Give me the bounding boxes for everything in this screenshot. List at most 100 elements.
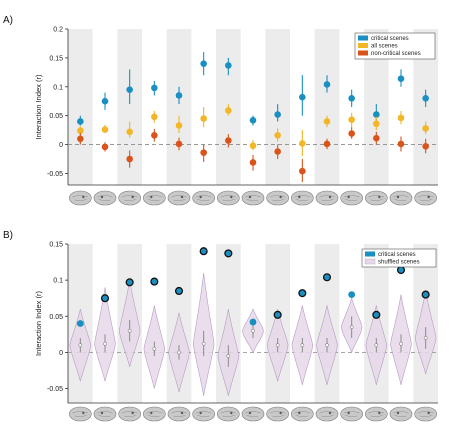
panel-b: -0.05 0 0.05 0.1 0.15 Interaction Index (r) B)… bbox=[3, 230, 438, 422]
b-brain-outline-4 bbox=[143, 406, 166, 422]
a-y-tick-label-4: 0.1 bbox=[53, 84, 63, 91]
a-brain-icon-2 bbox=[93, 190, 117, 206]
a-brain-icon-13 bbox=[365, 190, 388, 206]
a-brain-icon-3 bbox=[118, 190, 141, 206]
a-point-2-15 bbox=[422, 125, 429, 132]
b-brain-fold-5 bbox=[173, 414, 186, 418]
a-brain-outline-13 bbox=[365, 190, 388, 206]
b-violin-median-4 bbox=[152, 346, 157, 351]
b-point-9 bbox=[273, 310, 282, 319]
b-brain-outline-5 bbox=[167, 406, 191, 422]
a-legend-label-1: critical scenes bbox=[371, 36, 409, 42]
b-brain-roi-6 bbox=[199, 411, 202, 415]
b-point-8 bbox=[249, 318, 257, 326]
b-brain-outline-9 bbox=[266, 406, 289, 422]
b-brain-icon-4 bbox=[143, 406, 166, 422]
a-y-axis-label: Interaction Index (r) bbox=[34, 74, 43, 140]
a-legend-box bbox=[354, 32, 436, 60]
a-point-3-5 bbox=[175, 140, 183, 148]
a-point-1-15 bbox=[422, 95, 429, 102]
b-point-13 bbox=[372, 310, 381, 319]
a-brain-fold-14 bbox=[394, 198, 407, 202]
b-point-15 bbox=[421, 290, 430, 299]
b-brain-fold-3 bbox=[124, 414, 137, 418]
b-brain-icon-3 bbox=[118, 406, 141, 422]
b-brain-icon-15 bbox=[414, 406, 437, 422]
b-legend-label-1: critical scenes bbox=[378, 252, 416, 258]
a-brain-roi-12 bbox=[347, 195, 350, 199]
a-brain-sulcus-10 bbox=[294, 195, 311, 198]
b-brain-icon-13 bbox=[365, 406, 388, 422]
b-brain-icon-7 bbox=[217, 406, 240, 422]
a-point-3-7 bbox=[225, 137, 232, 144]
b-y-tick-label-2: 0 bbox=[59, 350, 63, 357]
a-brain-icon-10 bbox=[291, 190, 314, 206]
a-point-2-6 bbox=[200, 115, 207, 122]
a-brain-outline-11 bbox=[315, 190, 339, 206]
a-brain-fold-6 bbox=[196, 198, 210, 202]
a-point-1-1 bbox=[77, 118, 84, 125]
a-y-tick-label-5: 0.15 bbox=[49, 55, 63, 62]
b-brain-icon-2 bbox=[93, 406, 117, 422]
b-brain-roi-12 bbox=[347, 411, 350, 415]
b-brain-roi-3 bbox=[131, 411, 134, 415]
a-brain-sulcus-13 bbox=[368, 195, 385, 198]
b-brain-fold-7 bbox=[222, 414, 236, 418]
a-brain-sulcus-8 bbox=[245, 195, 261, 198]
a-brain-icon-7 bbox=[217, 190, 240, 206]
a-brain-sulcus-3 bbox=[121, 195, 138, 198]
a-point-1-13 bbox=[373, 111, 380, 118]
b-brain-sulcus-5 bbox=[171, 411, 187, 414]
a-band-1 bbox=[68, 29, 93, 185]
a-point-3-10 bbox=[299, 167, 306, 175]
b-brain-fold-15 bbox=[420, 414, 433, 418]
b-point-6 bbox=[199, 247, 208, 256]
a-brain-icon-9 bbox=[266, 190, 289, 206]
b-brain-sulcus-9 bbox=[269, 411, 286, 414]
a-legend-swatch-3 bbox=[358, 50, 368, 56]
b-legend-swatch-2 bbox=[364, 258, 376, 265]
b-brain-outline-7 bbox=[217, 406, 240, 422]
a-brain-outline-1 bbox=[69, 190, 92, 206]
a-point-3-6 bbox=[200, 149, 207, 156]
a-brain-icon-11 bbox=[315, 190, 339, 206]
a-point-2-13 bbox=[373, 120, 380, 128]
a-brain-icon-6 bbox=[192, 190, 215, 206]
b-y-tick-label-3: 0.05 bbox=[49, 314, 63, 321]
b-brain-sulcus-14 bbox=[393, 411, 409, 414]
a-series-3 bbox=[77, 127, 429, 183]
b-brain-outline-2 bbox=[93, 406, 117, 422]
b-brain-outline-12 bbox=[340, 406, 363, 422]
a-brain-sulcus-11 bbox=[319, 195, 335, 198]
a-y-tick-label-2: 0 bbox=[59, 142, 63, 149]
a-brain-sulcus-7 bbox=[220, 195, 237, 198]
a-brain-sulcus-12 bbox=[343, 195, 360, 198]
b-brain-sulcus-2 bbox=[97, 411, 113, 414]
b-brain-fold-6 bbox=[196, 414, 210, 418]
a-brain-sulcus-4 bbox=[146, 195, 163, 198]
b-brain-icon-8 bbox=[241, 406, 265, 422]
a-series-2 bbox=[77, 104, 429, 157]
b-violin-median-10 bbox=[300, 343, 305, 348]
a-point-1-5 bbox=[175, 92, 183, 99]
b-brain-outline-13 bbox=[365, 406, 388, 422]
a-y-tick-label-3: 0.05 bbox=[49, 113, 63, 120]
a-point-3-4 bbox=[151, 132, 158, 139]
a-point-2-9 bbox=[274, 132, 281, 139]
b-violin-median-8 bbox=[251, 328, 255, 333]
b-panel-label: B) bbox=[3, 230, 13, 241]
a-point-1-6 bbox=[200, 60, 207, 67]
a-brain-fold-15 bbox=[420, 198, 433, 202]
b-violin-median-5 bbox=[177, 350, 181, 355]
a-brain-fold-1 bbox=[74, 198, 88, 202]
a-brain-outline-5 bbox=[167, 190, 191, 206]
b-y-tick-label-5: 0.15 bbox=[49, 242, 63, 249]
b-y-axis-label: Interaction Index (r) bbox=[34, 290, 43, 356]
a-brain-roi-3 bbox=[131, 195, 134, 199]
b-brain-roi-11 bbox=[328, 411, 332, 415]
b-brain-fold-14 bbox=[394, 414, 407, 418]
a-legend-label-2: all scenes bbox=[371, 44, 398, 50]
a-brain-roi-13 bbox=[378, 195, 381, 199]
b-brain-roi-14 bbox=[396, 411, 400, 415]
a-brain-fold-9 bbox=[272, 198, 285, 202]
